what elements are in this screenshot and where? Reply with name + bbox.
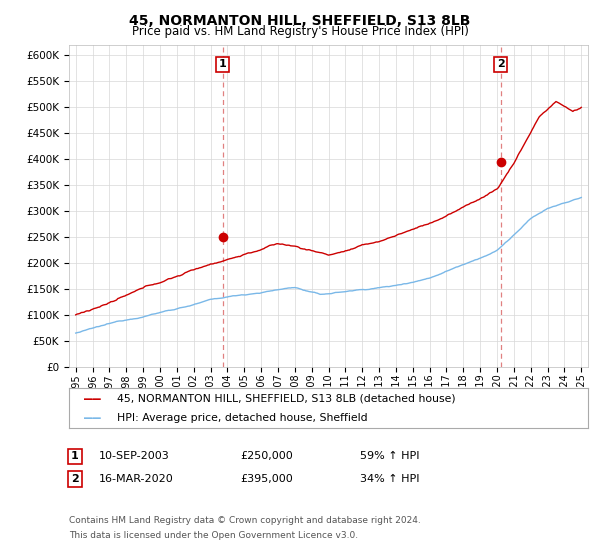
Text: 45, NORMANTON HILL, SHEFFIELD, S13 8LB: 45, NORMANTON HILL, SHEFFIELD, S13 8LB bbox=[130, 14, 470, 28]
Text: ——: —— bbox=[84, 392, 101, 405]
Text: 1: 1 bbox=[71, 451, 79, 461]
Text: 34% ↑ HPI: 34% ↑ HPI bbox=[360, 474, 419, 484]
Text: 1: 1 bbox=[218, 59, 226, 69]
Text: 59% ↑ HPI: 59% ↑ HPI bbox=[360, 451, 419, 461]
Text: ——: —— bbox=[84, 411, 101, 426]
Text: 2: 2 bbox=[497, 59, 505, 69]
Text: £250,000: £250,000 bbox=[240, 451, 293, 461]
Text: HPI: Average price, detached house, Sheffield: HPI: Average price, detached house, Shef… bbox=[117, 413, 368, 423]
Text: This data is licensed under the Open Government Licence v3.0.: This data is licensed under the Open Gov… bbox=[69, 531, 358, 540]
Text: 10-SEP-2003: 10-SEP-2003 bbox=[99, 451, 170, 461]
Text: Price paid vs. HM Land Registry's House Price Index (HPI): Price paid vs. HM Land Registry's House … bbox=[131, 25, 469, 38]
Text: Contains HM Land Registry data © Crown copyright and database right 2024.: Contains HM Land Registry data © Crown c… bbox=[69, 516, 421, 525]
Text: 16-MAR-2020: 16-MAR-2020 bbox=[99, 474, 174, 484]
Text: 45, NORMANTON HILL, SHEFFIELD, S13 8LB (detached house): 45, NORMANTON HILL, SHEFFIELD, S13 8LB (… bbox=[117, 394, 455, 404]
Text: £395,000: £395,000 bbox=[240, 474, 293, 484]
Text: 2: 2 bbox=[71, 474, 79, 484]
